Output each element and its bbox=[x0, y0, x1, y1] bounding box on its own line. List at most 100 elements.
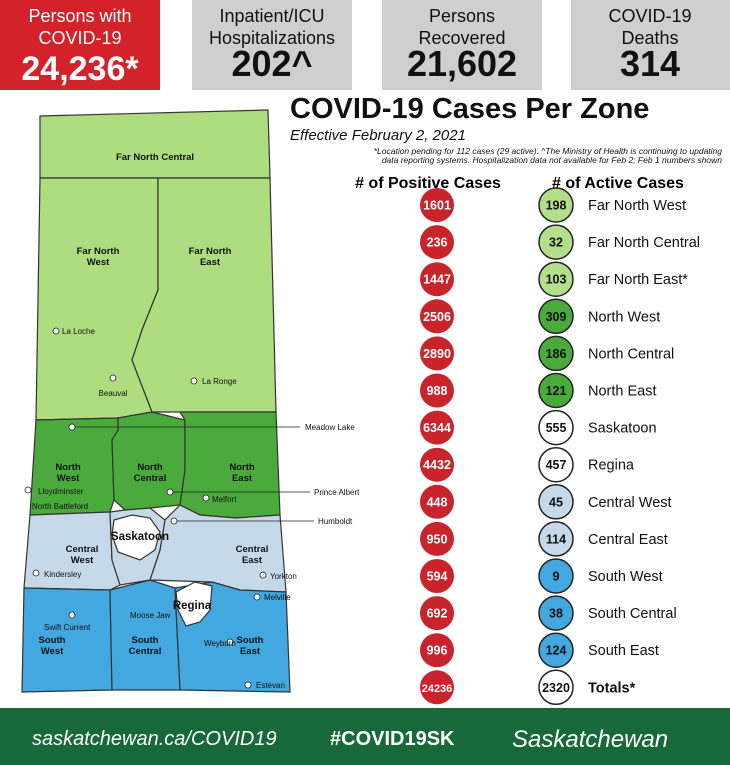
positive-circle bbox=[420, 188, 454, 222]
positive-circle bbox=[420, 262, 454, 297]
positive-count: 950 bbox=[427, 532, 448, 546]
note: data reporting systems. Hospitalization … bbox=[382, 155, 722, 165]
zone-name: Far North Central bbox=[588, 235, 700, 251]
positive-circle bbox=[420, 559, 454, 593]
zone-name: Totals* bbox=[588, 680, 636, 696]
city-dot bbox=[68, 423, 76, 431]
active-circle bbox=[538, 372, 574, 409]
stat-label: Deaths bbox=[621, 28, 678, 48]
zone-label: West bbox=[71, 555, 94, 566]
city-label: Prince Albert bbox=[314, 488, 360, 497]
map bbox=[21, 109, 291, 693]
positive-circle bbox=[420, 596, 454, 631]
city-label: Yorkton bbox=[270, 572, 297, 581]
active-circle bbox=[538, 261, 574, 297]
active-count: 103 bbox=[546, 273, 567, 287]
active-circle bbox=[538, 446, 574, 483]
zone-label: Central bbox=[66, 544, 99, 555]
active-circle bbox=[538, 187, 574, 223]
active-count: 186 bbox=[546, 347, 567, 361]
stat-label: Persons bbox=[429, 6, 495, 26]
city-dot bbox=[32, 569, 40, 577]
zone-name: Regina bbox=[588, 458, 635, 474]
positive-circle bbox=[420, 521, 454, 556]
zone-label: Central bbox=[134, 473, 167, 484]
positive-circle bbox=[420, 484, 454, 519]
zone-label: East bbox=[240, 646, 261, 657]
zone-shape bbox=[21, 587, 113, 693]
positive-circle bbox=[420, 670, 454, 705]
stat-label: Hospitalizations bbox=[209, 28, 335, 48]
positive-count: 594 bbox=[427, 570, 448, 584]
active-circle bbox=[538, 521, 574, 557]
active-circle bbox=[538, 335, 574, 372]
positive-circle bbox=[420, 447, 454, 482]
zone-label: Far North bbox=[77, 246, 120, 257]
positive-circle bbox=[420, 410, 454, 445]
city-dot bbox=[24, 486, 32, 494]
stat-value: 202^ bbox=[231, 43, 312, 84]
zone-name: Far North East* bbox=[588, 272, 688, 288]
zone-label: Far North bbox=[189, 246, 232, 257]
active-count: 32 bbox=[549, 236, 563, 250]
city-label: Melville bbox=[264, 593, 291, 602]
zone-label: West bbox=[87, 257, 110, 268]
positive-count: 4432 bbox=[423, 458, 451, 472]
positive-count: 1601 bbox=[423, 199, 451, 213]
zone-name: Saskatoon bbox=[588, 421, 657, 437]
zone-label: Central bbox=[129, 646, 162, 657]
city-dot bbox=[52, 327, 60, 335]
city-dot bbox=[170, 517, 178, 525]
city-dot bbox=[202, 494, 210, 502]
positive-count: 236 bbox=[427, 236, 448, 250]
zone-label: Far North Central bbox=[116, 152, 194, 163]
active-circle bbox=[538, 224, 574, 260]
active-count: 2320 bbox=[542, 681, 570, 695]
active-circle bbox=[538, 558, 574, 594]
zone-label: East bbox=[232, 473, 253, 484]
stat-box bbox=[0, 0, 160, 90]
city-label: Humboldt bbox=[318, 517, 353, 526]
active-circle bbox=[538, 409, 574, 446]
active-count: 45 bbox=[549, 495, 563, 509]
city-label: Meadow Lake bbox=[305, 423, 355, 432]
city-label: La Loche bbox=[62, 327, 95, 336]
positive-count: 996 bbox=[427, 644, 448, 658]
positive-circle bbox=[420, 633, 454, 668]
zone-shape bbox=[175, 581, 213, 627]
zone-name: South Central bbox=[588, 606, 677, 622]
stat-label: Persons with bbox=[28, 6, 131, 26]
zone-label: Central bbox=[236, 544, 269, 555]
active-count: 114 bbox=[546, 532, 566, 546]
city-dot bbox=[226, 638, 234, 646]
footer-bar bbox=[0, 708, 730, 765]
footer-url: saskatchewan.ca/COVID19 bbox=[32, 728, 277, 750]
zone-shape bbox=[35, 177, 159, 421]
city-label: Swift Current bbox=[44, 623, 91, 632]
city-dot bbox=[166, 488, 174, 496]
stat-value: 24,236* bbox=[21, 50, 139, 88]
stat-label: Recovered bbox=[418, 28, 505, 48]
stat-box bbox=[192, 0, 352, 90]
positive-circle bbox=[420, 373, 454, 408]
active-count: 9 bbox=[553, 570, 560, 584]
zone-label: East bbox=[242, 555, 263, 566]
city-dot bbox=[253, 593, 261, 601]
column-header: # of Positive Cases bbox=[355, 175, 501, 192]
positive-count: 24236 bbox=[422, 683, 453, 695]
footer-hashtag: #COVID19SK bbox=[330, 728, 455, 750]
positive-circle bbox=[420, 336, 454, 371]
positive-circle bbox=[420, 299, 454, 334]
active-count: 457 bbox=[546, 458, 567, 472]
zone-name: Far North West bbox=[588, 198, 686, 214]
city-label: Melfort bbox=[212, 495, 237, 504]
zone-name: Central East bbox=[588, 532, 668, 548]
zone-label: Regina bbox=[173, 600, 212, 612]
active-count: 198 bbox=[546, 199, 567, 213]
city-dot bbox=[68, 611, 76, 619]
stat-label: Inpatient/ICU bbox=[219, 6, 324, 26]
positive-count: 988 bbox=[427, 384, 448, 398]
zone-name: South West bbox=[588, 569, 663, 585]
